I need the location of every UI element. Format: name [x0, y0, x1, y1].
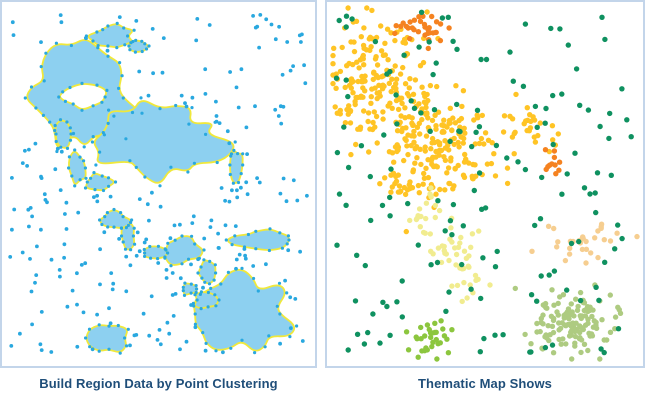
two-panel-figure: Build Region Data by Point Clustering Th… [0, 0, 645, 391]
thematic-map-panel [325, 0, 645, 368]
cluster-map-canvas [2, 2, 315, 366]
cluster-map-panel [0, 0, 317, 368]
right-column: Thematic Map Shows [325, 0, 645, 391]
left-column: Build Region Data by Point Clustering [0, 0, 317, 391]
left-caption: Build Region Data by Point Clustering [39, 376, 278, 391]
thematic-map-canvas [327, 2, 643, 366]
right-caption: Thematic Map Shows [418, 376, 552, 391]
